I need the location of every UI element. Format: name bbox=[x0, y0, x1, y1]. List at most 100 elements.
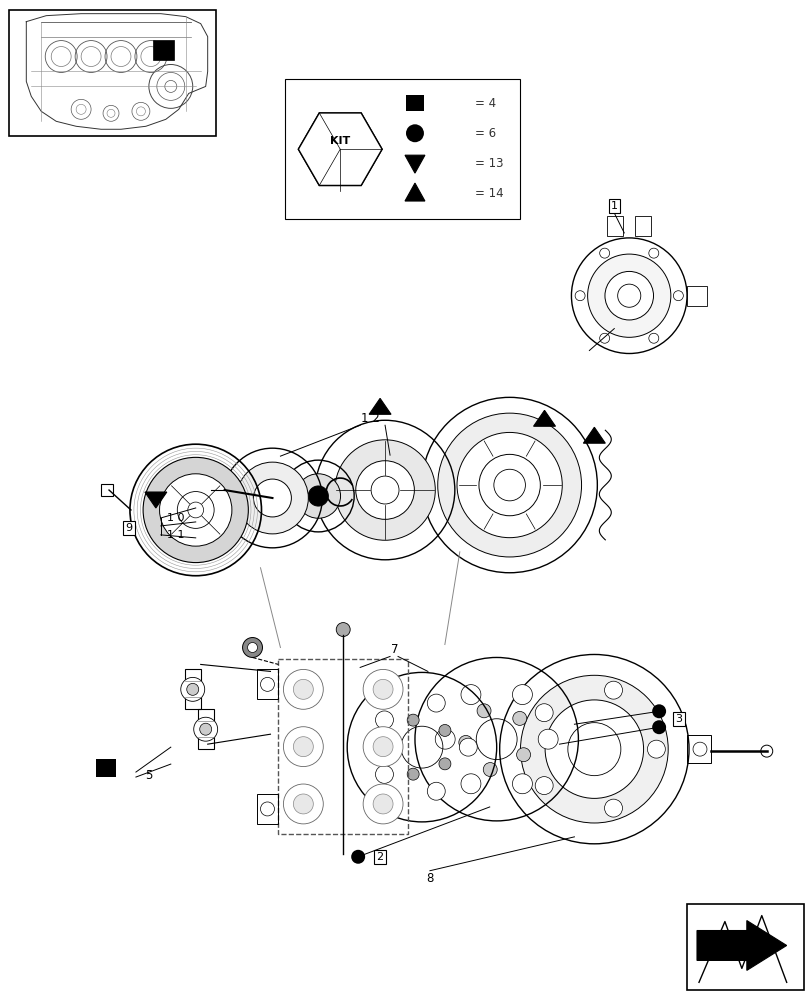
Circle shape bbox=[483, 763, 496, 777]
Circle shape bbox=[200, 723, 212, 735]
Circle shape bbox=[260, 677, 274, 691]
Polygon shape bbox=[298, 113, 382, 185]
Bar bbox=[406, 95, 423, 111]
Bar bbox=[686, 735, 710, 763]
Circle shape bbox=[283, 727, 323, 767]
Bar bbox=[278, 659, 407, 834]
Polygon shape bbox=[144, 492, 166, 508]
Circle shape bbox=[574, 291, 585, 301]
Polygon shape bbox=[369, 398, 391, 414]
Circle shape bbox=[599, 248, 609, 258]
Circle shape bbox=[457, 432, 561, 538]
Circle shape bbox=[461, 774, 480, 794]
Circle shape bbox=[512, 685, 532, 705]
Text: 8: 8 bbox=[426, 872, 433, 885]
Circle shape bbox=[372, 794, 393, 814]
Text: 3: 3 bbox=[675, 714, 682, 724]
Circle shape bbox=[587, 254, 670, 337]
Circle shape bbox=[516, 748, 530, 762]
Polygon shape bbox=[405, 155, 424, 173]
Text: 1 0: 1 0 bbox=[167, 513, 184, 523]
Bar bbox=[256, 794, 278, 824]
Circle shape bbox=[604, 799, 622, 817]
Circle shape bbox=[194, 717, 217, 741]
Bar bbox=[152, 40, 174, 60]
Circle shape bbox=[260, 802, 274, 816]
Circle shape bbox=[435, 729, 455, 749]
Bar bbox=[607, 216, 623, 236]
Text: = 6: = 6 bbox=[474, 127, 496, 140]
Circle shape bbox=[247, 643, 257, 652]
Circle shape bbox=[672, 291, 683, 301]
Bar bbox=[185, 669, 200, 709]
Circle shape bbox=[427, 694, 444, 712]
Circle shape bbox=[363, 727, 402, 767]
Circle shape bbox=[293, 679, 313, 699]
Circle shape bbox=[375, 765, 393, 783]
Circle shape bbox=[461, 685, 480, 705]
Polygon shape bbox=[405, 183, 424, 201]
Circle shape bbox=[437, 413, 581, 557]
Polygon shape bbox=[298, 113, 382, 185]
Circle shape bbox=[143, 457, 248, 563]
Bar bbox=[285, 79, 519, 219]
Circle shape bbox=[648, 248, 658, 258]
Circle shape bbox=[458, 735, 472, 749]
Bar bbox=[686, 904, 803, 990]
Text: 1 1: 1 1 bbox=[167, 530, 184, 540]
Polygon shape bbox=[582, 427, 604, 443]
Circle shape bbox=[646, 740, 664, 758]
Bar bbox=[197, 709, 213, 749]
Bar bbox=[10, 10, 216, 136]
Text: KIT: KIT bbox=[330, 136, 350, 146]
Circle shape bbox=[439, 758, 450, 770]
Bar bbox=[96, 759, 116, 777]
Text: 5: 5 bbox=[145, 769, 152, 782]
Text: = 13: = 13 bbox=[474, 157, 503, 170]
Polygon shape bbox=[533, 410, 555, 426]
Circle shape bbox=[439, 724, 450, 736]
Circle shape bbox=[187, 683, 199, 695]
Circle shape bbox=[760, 745, 772, 757]
Circle shape bbox=[427, 782, 444, 800]
Circle shape bbox=[520, 675, 667, 823]
Circle shape bbox=[477, 704, 491, 718]
Circle shape bbox=[406, 768, 418, 780]
Circle shape bbox=[651, 704, 665, 718]
Circle shape bbox=[375, 711, 393, 729]
Text: = 14: = 14 bbox=[474, 187, 503, 200]
Text: 7: 7 bbox=[391, 643, 398, 656]
Circle shape bbox=[651, 720, 665, 734]
Circle shape bbox=[363, 784, 402, 824]
Circle shape bbox=[334, 440, 435, 540]
Circle shape bbox=[308, 486, 328, 506]
Circle shape bbox=[293, 794, 313, 814]
Bar bbox=[204, 484, 210, 496]
Circle shape bbox=[372, 679, 393, 699]
Circle shape bbox=[181, 677, 204, 701]
Circle shape bbox=[336, 623, 350, 637]
Circle shape bbox=[293, 737, 313, 757]
Circle shape bbox=[363, 669, 402, 709]
Circle shape bbox=[283, 784, 323, 824]
Circle shape bbox=[406, 714, 418, 726]
Bar bbox=[634, 216, 650, 236]
Circle shape bbox=[159, 474, 232, 546]
Circle shape bbox=[242, 638, 262, 657]
Polygon shape bbox=[696, 921, 786, 970]
Circle shape bbox=[296, 474, 340, 518]
Circle shape bbox=[512, 774, 532, 794]
Circle shape bbox=[372, 737, 393, 757]
Circle shape bbox=[599, 333, 609, 343]
Circle shape bbox=[350, 850, 365, 864]
Circle shape bbox=[406, 124, 423, 142]
Circle shape bbox=[355, 461, 414, 519]
Circle shape bbox=[604, 681, 622, 699]
Circle shape bbox=[538, 729, 557, 749]
Circle shape bbox=[648, 333, 658, 343]
Bar bbox=[101, 484, 113, 496]
Text: 1: 1 bbox=[610, 201, 617, 211]
Circle shape bbox=[534, 704, 552, 722]
Bar bbox=[256, 669, 278, 699]
Circle shape bbox=[513, 711, 526, 725]
